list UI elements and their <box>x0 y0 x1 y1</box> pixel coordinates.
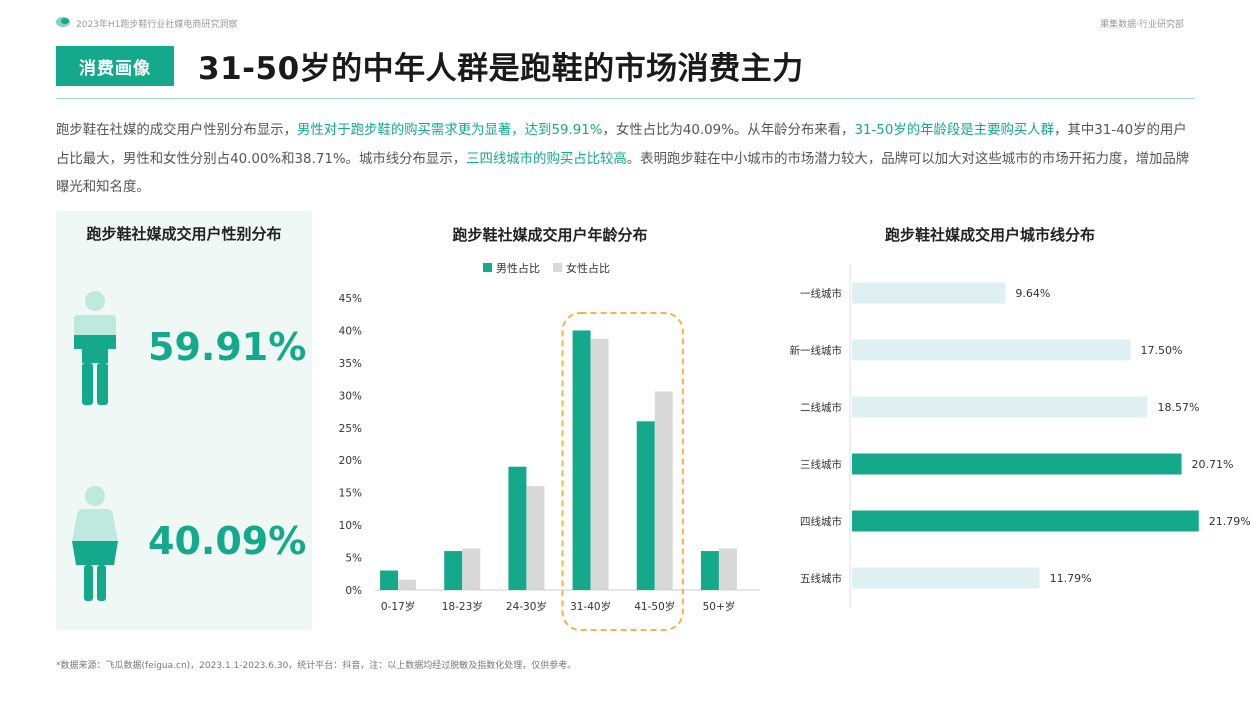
city-category-label: 二线城市 <box>800 401 842 414</box>
legend-swatch-2 <box>553 263 562 272</box>
legend-label-2: 女性占比 <box>566 261 610 275</box>
age-y-tick-label: 45% <box>339 293 362 305</box>
age-bar-female-3 <box>526 486 545 590</box>
age-bar-male-2 <box>444 551 463 590</box>
age-x-tick-label: 24-30岁 <box>506 600 547 613</box>
male-person-icon <box>74 291 116 405</box>
age-y-tick-label: 15% <box>339 488 362 500</box>
age-bar-male-3 <box>508 466 527 590</box>
city-value-label: 21.79% <box>1209 515 1250 528</box>
desc-part-2: ，女性占比为40.09%。从年龄分布来看， <box>602 123 855 138</box>
gender-panel-title: 跑步鞋社媒成交用户性别分布 <box>86 225 282 243</box>
brand-name: 果集数据·行业研究部 <box>1100 20 1184 30</box>
city-category-label: 新一线城市 <box>790 344 843 357</box>
city-value-label: 11.79% <box>1050 572 1092 585</box>
title-divider <box>56 98 1195 99</box>
desc-part-3: ，其中31-40岁的用户占比最大，男性和女性分别占40.00%和38.71%。城… <box>56 123 1187 167</box>
age-y-tick-label: 25% <box>339 423 362 435</box>
age-bar-female-5 <box>654 391 673 590</box>
desc-highlight-2: 31-50岁的年龄段是主要购买人群 <box>854 123 1055 138</box>
age-bar-male-6 <box>700 551 719 590</box>
city-bar-2 <box>852 339 1131 361</box>
desc-highlight-3: 三四线城市的购买占比较高 <box>466 151 627 167</box>
female-percentage: 40.09% <box>148 519 307 563</box>
age-y-tick-label: 20% <box>339 455 362 467</box>
city-chart-title: 跑步鞋社媒成交用户城市线分布 <box>884 226 1095 244</box>
city-value-label: 9.64% <box>1015 287 1050 300</box>
age-x-tick-label: 18-23岁 <box>442 600 483 613</box>
legend-label-1: 男性占比 <box>496 261 540 275</box>
age-y-tick-label: 0% <box>345 585 362 597</box>
age-bar-female-6 <box>718 548 737 590</box>
city-chart: 一线城市 9.64% 新一线城市 17.50% 二线城市 18.57% 三线城市 20.71%… <box>790 264 1250 608</box>
desc-part-1: 跑步鞋在社媒的成交用户性别分布显示， <box>56 123 298 138</box>
report-title: 2023年H1跑步鞋行业社媒电商研究洞察 <box>76 20 238 30</box>
city-value-label: 20.71% <box>1192 458 1234 471</box>
age-chart-title: 跑步鞋社媒成交用户年龄分布 <box>452 226 648 244</box>
female-person-icon <box>72 486 118 601</box>
age-y-tick-label: 35% <box>339 358 362 370</box>
desc-part-4: 。表明跑步鞋在中小城市的市场潜力较大，品牌可以加大对这些城市的市场开拓力度，增加… <box>56 151 1190 196</box>
city-category-label: 一线城市 <box>800 287 842 300</box>
section-tag: 消费画像 <box>56 46 174 86</box>
age-y-tick-label: 10% <box>339 520 362 532</box>
age-bar-female-4 <box>590 338 609 590</box>
city-category-label: 五线城市 <box>800 572 842 585</box>
age-bar-male-4 <box>572 330 591 590</box>
top-bar: 2023年H1跑步鞋行业社媒电商研究洞察 果集数据·行业研究部 <box>56 14 1194 34</box>
page-title: 31-50岁的中年人群是跑鞋的市场消费主力 <box>198 51 804 87</box>
age-y-tick-label: 30% <box>339 390 362 402</box>
age-highlight-box <box>561 312 684 631</box>
age-bar-male-1 <box>380 570 399 590</box>
city-value-label: 17.50% <box>1140 344 1182 357</box>
age-chart: 男性占比 女性占比 0% 5% 10% 15% 20% 25% 30% 35% 40% 45% 0-17… <box>339 261 760 631</box>
city-value-label: 18.57% <box>1158 401 1200 414</box>
age-x-tick-label: 0-17岁 <box>381 600 415 613</box>
city-bar-3 <box>852 396 1148 418</box>
age-bar-female-1 <box>398 579 417 590</box>
description-text: 跑步鞋在社媒的成交用户性别分布显示，男性对于跑步鞋的购买需求更为显著，达到59.… <box>56 117 1196 203</box>
city-category-label: 三线城市 <box>800 458 842 471</box>
age-y-tick-label: 5% <box>345 553 362 565</box>
age-x-tick-label: 50+岁 <box>703 600 736 613</box>
city-category-label: 四线城市 <box>800 515 842 528</box>
city-bar-5 <box>852 510 1199 532</box>
leaf-logo-icon <box>56 17 70 27</box>
desc-highlight-1: 男性对于跑步鞋的购买需求更为显著，达到59.91% <box>297 123 603 138</box>
city-bar-4 <box>852 453 1182 475</box>
age-chart-legend: 男性占比 女性占比 <box>483 261 610 275</box>
city-bar-6 <box>852 567 1040 589</box>
gender-panel: 跑步鞋社媒成交用户性别分布 59.91% 40.09% <box>56 211 312 630</box>
age-bar-male-5 <box>636 421 655 590</box>
age-x-tick-label: 31-40岁 <box>570 600 611 613</box>
age-bar-female-2 <box>462 548 481 590</box>
male-percentage: 59.91% <box>148 325 307 369</box>
data-source-footnote: *数据来源：飞瓜数据(feigua.cn)，2023.1.1-2023.6.30… <box>56 661 577 671</box>
legend-swatch-1 <box>483 263 492 272</box>
city-bar-1 <box>852 282 1006 304</box>
age-y-tick-label: 40% <box>339 325 362 337</box>
age-x-tick-label: 41-50岁 <box>634 600 675 613</box>
